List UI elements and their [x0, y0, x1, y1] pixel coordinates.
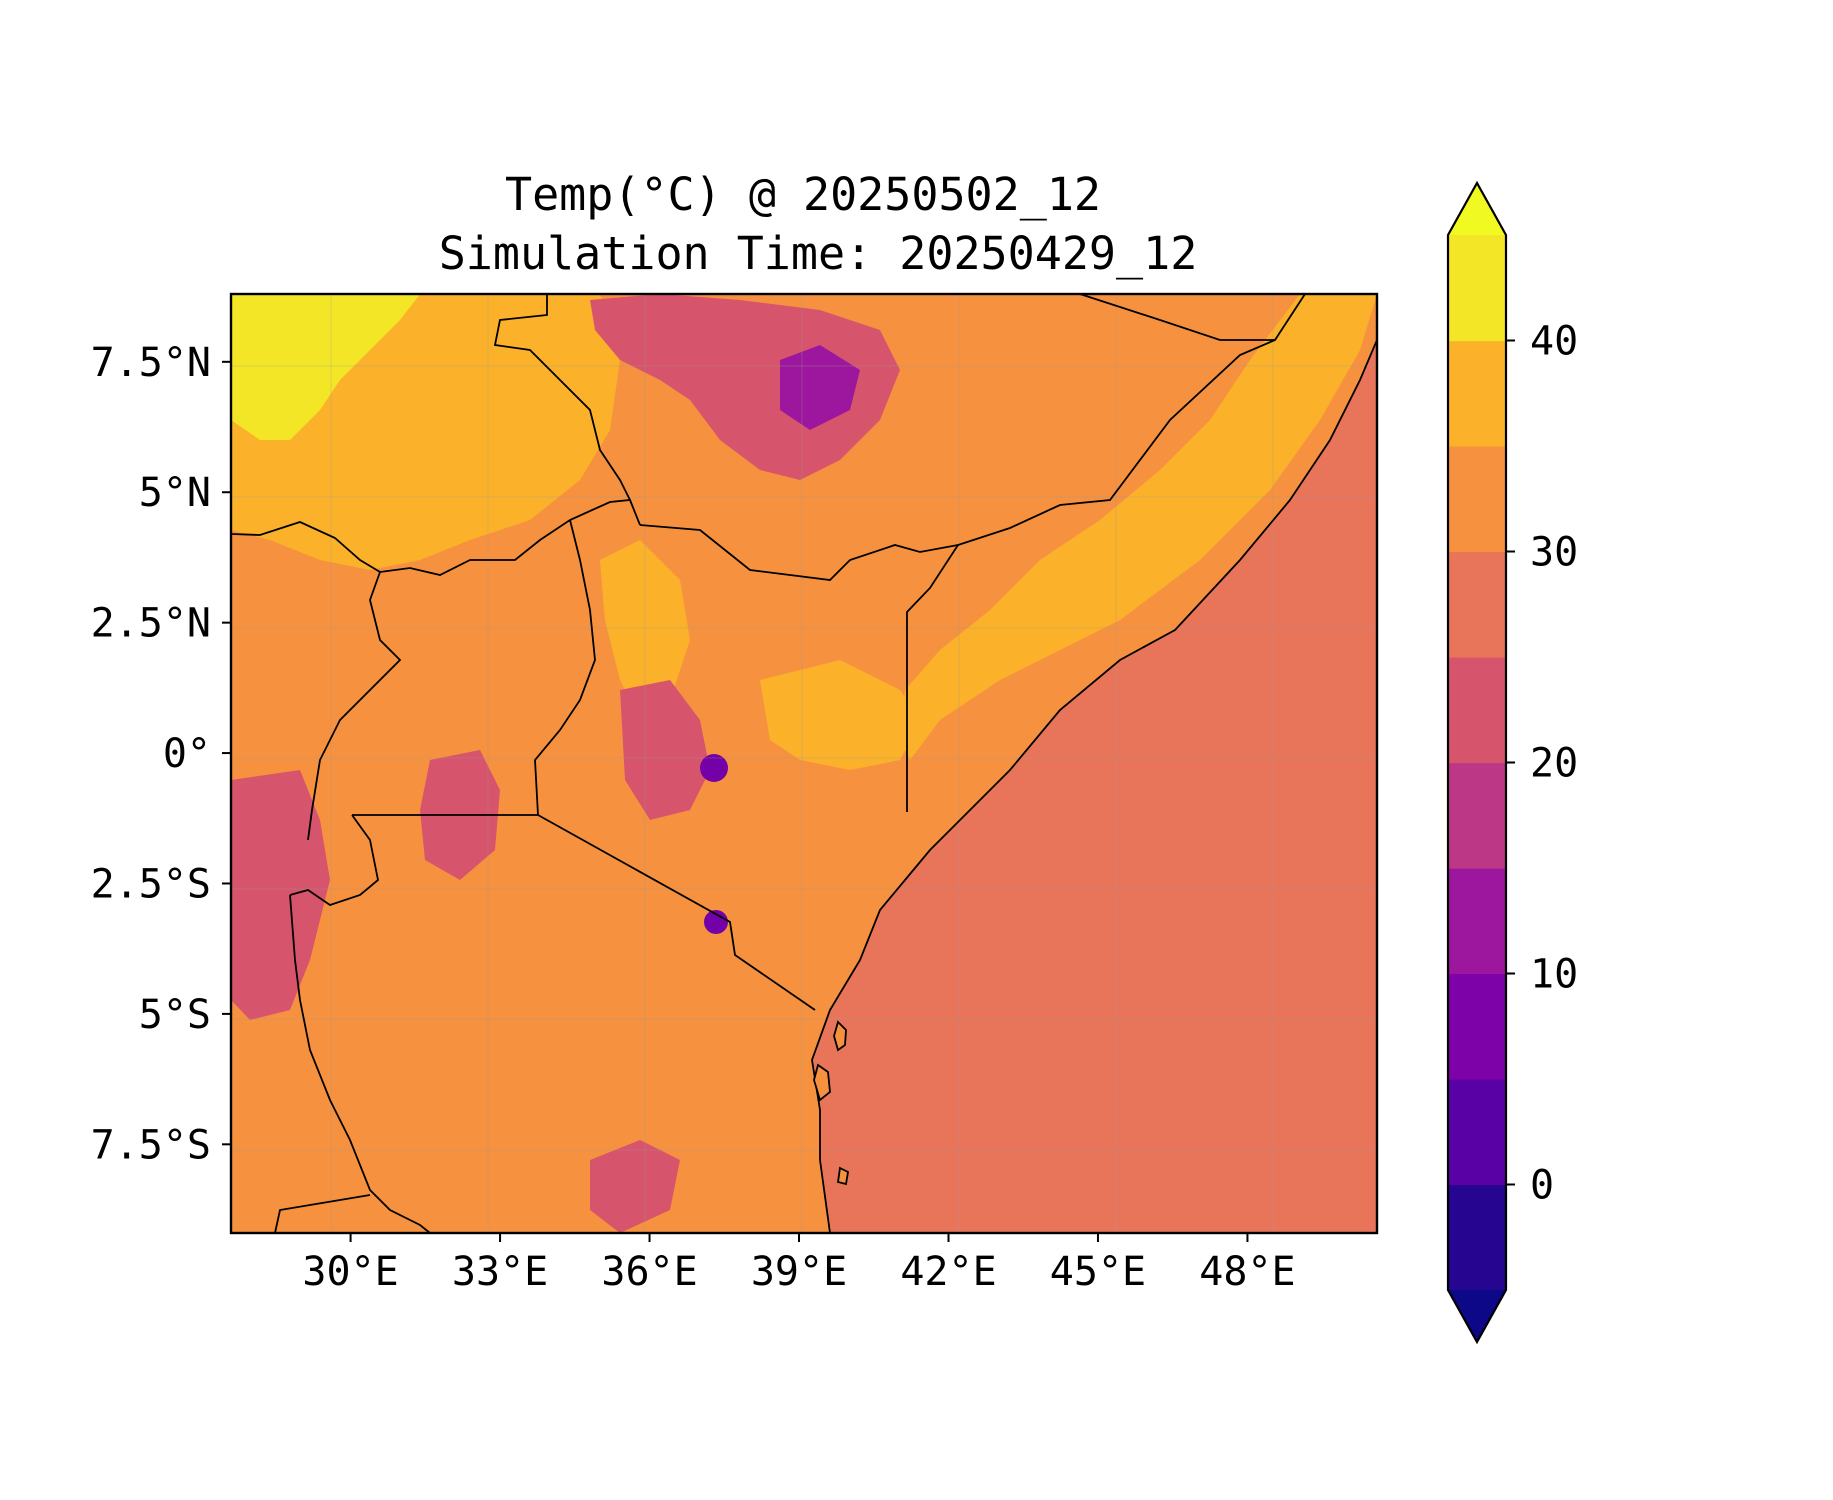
kenya-hot-zone [760, 660, 920, 770]
colorbar-tick-label: 20 [1530, 741, 1578, 787]
map-frame [229, 292, 1379, 1235]
y-tick-label: 2.5°N [91, 601, 211, 647]
colorbar: 0 10 20 30 40 [1446, 180, 1578, 1345]
kilimanjaro [704, 910, 728, 934]
colorbar-segment [1448, 1184, 1506, 1291]
tanzania-north-border [352, 814, 816, 1011]
y-tick-label: 7.5°S [91, 1122, 211, 1168]
western-rift-highlands [231, 770, 330, 1020]
mafia-island [836, 1166, 849, 1186]
title-line-2: Simulation Time: 20250429_12 [439, 227, 1198, 280]
y-tick-label: 5°N [139, 470, 211, 516]
kenya-somalia-border [906, 294, 1306, 812]
colorbar-outline [1446, 180, 1508, 1345]
x-tick-label: 45°E [1050, 1249, 1146, 1295]
uganda-kenya-border [534, 519, 596, 816]
southern-highlands [590, 1140, 680, 1233]
x-tick-label: 36°E [601, 1249, 697, 1295]
kenya-highlands [620, 680, 710, 820]
x-axis: 30°E 33°E 36°E 39°E 42°E 45°E 48°E [302, 1233, 1296, 1295]
south-sudan-border [231, 499, 641, 576]
colorbar-segment [1448, 446, 1506, 553]
colorbar-segment [1448, 551, 1506, 658]
borders [231, 294, 1377, 1233]
rwanda-burundi-border [289, 814, 379, 906]
uganda-west-border [307, 571, 402, 841]
somalia-hot-zone [900, 294, 1377, 760]
ethiopia-sudan-border [493, 294, 631, 501]
x-tick-label: 42°E [900, 1249, 996, 1295]
colorbar-segment [1448, 340, 1506, 447]
zambia-border [274, 1194, 371, 1233]
colorbar-over-arrow [1448, 183, 1506, 235]
x-tick-label: 30°E [302, 1249, 398, 1295]
y-tick-label: 7.5°N [91, 340, 211, 386]
zanzibar-island [813, 1063, 831, 1102]
colorbar-tick-label: 30 [1530, 530, 1578, 576]
colorbar-tick-label: 0 [1530, 1163, 1554, 1209]
ethiopia-summits [780, 345, 860, 430]
colorbar-under-arrow [1448, 1290, 1506, 1342]
hottest-zone [231, 294, 420, 440]
coastline [811, 339, 1377, 1233]
colorbar-segment [1448, 657, 1506, 764]
y-axis: 7.5°N 5°N 2.5°N 0° 2.5°S 5°S 7.5°S [91, 340, 231, 1168]
x-tick-label: 48°E [1199, 1249, 1295, 1295]
kenya-ethiopia-border [639, 524, 959, 581]
colorbar-tick-label: 40 [1530, 319, 1578, 365]
y-tick-label: 5°S [139, 992, 211, 1038]
colorbar-segment [1448, 1079, 1506, 1186]
colorbar-segment [1448, 973, 1506, 1080]
colorbar-segment [1448, 762, 1506, 869]
colorbar-segment [1448, 868, 1506, 975]
y-tick-label: 2.5°S [91, 861, 211, 907]
map-panel [231, 294, 1377, 1233]
ethiopia-highlands [590, 294, 900, 480]
colorbar-segment [1448, 235, 1506, 342]
colorbar-tick-label: 10 [1530, 952, 1578, 998]
y-tick-label: 0° [163, 731, 211, 777]
mount-kenya [700, 754, 728, 782]
tanzania-west-border [289, 894, 431, 1233]
title-line-1: Temp(°C) @ 20250502_12 [505, 168, 1101, 221]
ethiopia-somalia-border [1079, 294, 1275, 341]
gridlines [231, 294, 1377, 1233]
x-tick-label: 33°E [452, 1249, 548, 1295]
rift-hot-zone [600, 540, 690, 720]
pemba-island [833, 1020, 847, 1052]
x-tick-label: 39°E [751, 1249, 847, 1295]
